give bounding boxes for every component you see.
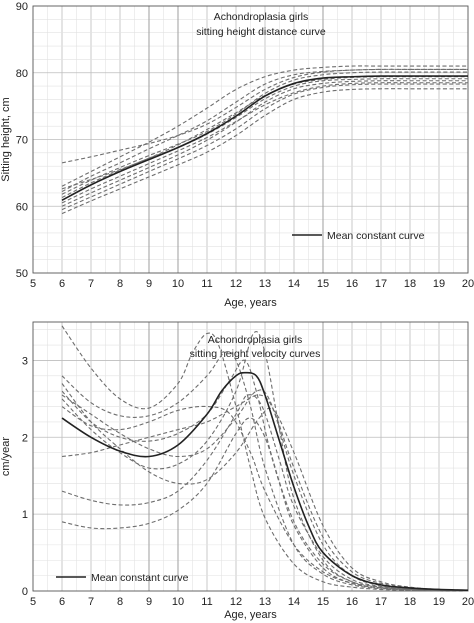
chart-subtitle: sitting height velocity curves [190,348,321,360]
x-tick-label: 19 [433,278,445,290]
chart-title: Achondroplasia girls [208,334,303,346]
y-tick-label: 60 [16,201,28,213]
individual-curve-4 [61,331,469,592]
y-tick-labels: 50 60 70 80 90 [16,1,28,280]
y-tick-label: 0 [22,586,28,598]
x-tick-labels: 5 6 7 8 9 10 11 12 13 14 15 16 17 18 19 20 [30,278,474,290]
individual-curve-7 [61,383,469,591]
individual-curve-2 [61,351,469,592]
x-tick-label: 17 [375,596,387,608]
legend-label: Mean constant curve [327,230,425,242]
x-tick-label: 20 [462,278,474,290]
individual-curve-10 [61,389,469,592]
x-tick-label: 10 [172,278,184,290]
x-tick-label: 13 [259,596,271,608]
individual-curve-8 [61,394,469,592]
mean-curve [61,371,469,592]
x-tick-label: 12 [230,596,242,608]
individual-curve-3 [61,68,468,193]
x-tick-label: 9 [146,596,152,608]
x-tick-label: 12 [230,278,242,290]
individual-curves [61,325,469,592]
plot-frame [32,321,469,592]
individual-curve-6 [61,82,468,204]
legend: Mean constant curve [56,572,189,584]
plot-frame [32,5,469,274]
x-tick-label: 16 [346,278,358,290]
x-tick-label: 8 [117,278,123,290]
individual-curve-2 [61,65,468,187]
x-tick-label: 18 [404,278,416,290]
y-tick-label: 80 [16,68,28,80]
x-tick-label: 17 [375,278,387,290]
x-tick-label: 6 [59,278,65,290]
x-tick-label: 6 [59,596,65,608]
x-tick-label: 13 [259,278,271,290]
y-tick-label: 2 [22,432,28,444]
individual-curve-3 [61,359,469,592]
x-tick-label: 8 [117,596,123,608]
x-tick-label: 11 [201,278,212,290]
grid [33,322,468,591]
chart-panel-1: 5 6 7 8 9 10 11 12 13 14 15 16 17 18 19 20 50 60 70 80 90 Ach… [0,1,474,309]
mean-curve [61,75,468,201]
x-tick-label: 10 [172,596,184,608]
chart-subtitle: sitting height distance curve [196,26,326,38]
x-tick-label: 19 [433,596,445,608]
individual-curve-1 [61,68,468,164]
x-tick-label: 5 [30,596,36,608]
individual-curve-9 [61,417,469,592]
y-tick-label: 90 [16,1,28,13]
x-tick-label: 7 [88,278,94,290]
x-axis-label: Age, years [224,609,277,621]
x-tick-label: 15 [317,278,329,290]
y-tick-labels: 0 1 2 3 [22,355,28,598]
x-tick-label: 18 [404,596,416,608]
y-axis-label: Sitting height, cm [0,97,12,181]
individual-curve-9 [61,88,468,215]
x-axis-label: Age, years [224,297,277,309]
chart-panel-2: 5 6 7 8 9 10 11 12 13 14 15 16 17 18 19 200123Achondrop… [0,321,474,621]
individual-curve-4 [61,71,468,195]
grid [33,6,468,273]
x-tick-label: 16 [346,596,358,608]
individual-curve-5 [61,405,469,592]
x-tick-label: 15 [317,596,329,608]
chart-title: Achondroplasia girls [214,11,309,23]
legend-label: Mean constant curve [91,572,189,584]
y-tick-label: 3 [22,355,28,367]
y-tick-label: 1 [22,509,28,521]
x-tick-label: 20 [462,596,474,608]
x-tick-label: 7 [88,596,94,608]
x-tick-label: 14 [288,278,300,290]
legend: Mean constant curve [292,230,425,242]
x-tick-label: 11 [201,596,212,608]
individual-curve-8 [61,83,468,211]
x-tick-labels: 5 6 7 8 9 10 11 12 13 14 15 16 17 18 19 20 [30,596,474,608]
y-axis-label: cm/year [0,437,12,476]
y-tick-label: 50 [16,268,28,280]
y-tick-label: 70 [16,135,28,147]
x-tick-label: 9 [146,278,152,290]
individual-curve-5 [61,78,468,199]
individual-curve-7 [61,80,468,207]
x-tick-label: 14 [288,596,300,608]
x-tick-label: 5 [30,278,36,290]
